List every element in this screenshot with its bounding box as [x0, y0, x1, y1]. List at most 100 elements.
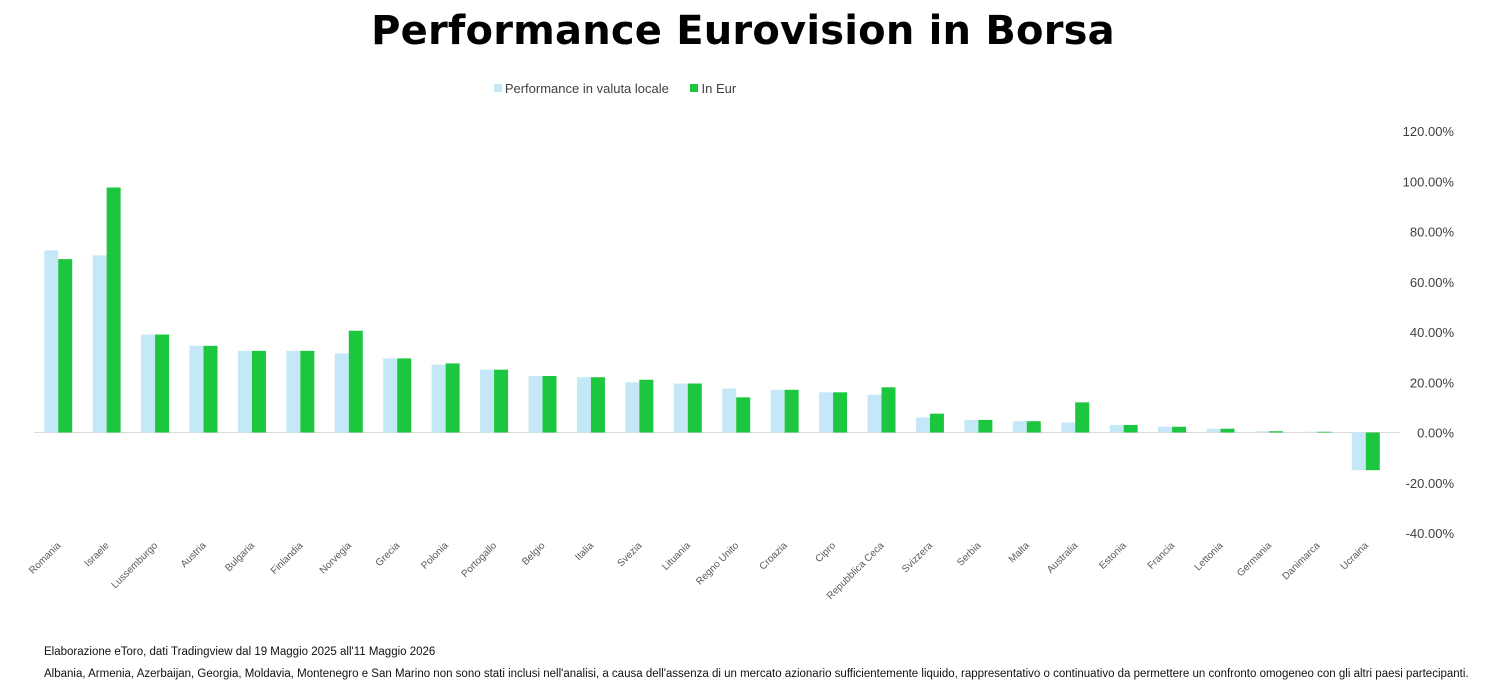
bar-eur: [1123, 424, 1138, 433]
legend-label-local: Performance in valuta locale: [504, 80, 669, 96]
bar-eur: [203, 345, 218, 433]
bar-local-currency: [431, 364, 446, 433]
legend-item-local: Performance in valuta locale: [493, 80, 669, 96]
bar-local-currency: [1254, 431, 1269, 433]
category-label: Portogallo: [460, 540, 500, 580]
category-label: Bulgaria: [223, 540, 257, 574]
bar-local-currency: [819, 392, 834, 433]
bar-local-currency: [1206, 428, 1221, 433]
y-tick-label: 120.00%: [1403, 124, 1455, 139]
bar-local-currency: [722, 388, 737, 433]
category-label: Ucraina: [1339, 540, 1371, 572]
y-tick-label: 20.00%: [1410, 375, 1455, 390]
bar-local-currency: [92, 255, 107, 433]
bar-local-currency: [576, 377, 591, 433]
category-label: Germania: [1235, 540, 1274, 579]
bar-eur: [348, 330, 363, 433]
legend: Performance in valuta locale In Eur: [0, 80, 1230, 96]
bar-local-currency: [1351, 432, 1366, 471]
exclusion-note: Albania, Armenia, Azerbaijan, Georgia, M…: [44, 668, 1469, 680]
bar-eur: [978, 419, 993, 433]
bar-eur: [1075, 402, 1090, 433]
bar-local-currency: [334, 353, 349, 433]
y-tick-label: -40.00%: [1406, 526, 1455, 541]
category-label: Danimarca: [1281, 540, 1323, 582]
bar-eur: [929, 413, 944, 433]
category-label: Norvegia: [318, 540, 354, 576]
bar-local-currency: [1012, 421, 1027, 433]
category-label: Regno Unito: [694, 540, 741, 587]
bar-local-currency: [1109, 424, 1124, 433]
category-label: Lussemburgo: [110, 540, 161, 591]
bar-chart: 120.00% 100.00% 80.00% 60.00% 40.00% 20.00% 0.…: [27, 124, 1455, 602]
y-tick-label: -20.00%: [1406, 476, 1455, 491]
bar-eur: [1172, 426, 1187, 433]
category-label: Grecia: [374, 540, 403, 569]
bar-eur: [881, 387, 896, 433]
bar-eur: [1365, 432, 1380, 471]
bar-local-currency: [383, 358, 398, 433]
bar-local-currency: [770, 389, 785, 433]
bar-eur: [590, 377, 605, 433]
bar-local-currency: [673, 383, 688, 433]
category-label: Estonia: [1097, 540, 1129, 572]
category-label: Polonia: [419, 540, 451, 572]
bar-local-currency: [1158, 426, 1173, 433]
category-label: Lituania: [660, 540, 693, 573]
legend-item-eur: In Eur: [690, 81, 736, 96]
category-label: Finlandia: [269, 540, 306, 577]
bar-local-currency: [286, 350, 301, 433]
category-label: Romania: [27, 540, 63, 576]
bar-eur: [1220, 428, 1235, 433]
bar-eur: [542, 375, 557, 433]
category-label: Croazia: [758, 540, 790, 572]
category-label: Austria: [179, 540, 209, 570]
legend-swatch-eur: [690, 84, 699, 92]
bar-local-currency: [867, 394, 882, 433]
y-tick-label: 0.00%: [1417, 426, 1454, 441]
category-label: Italia: [573, 540, 596, 563]
bar-eur: [833, 392, 848, 433]
category-label: Belgio: [520, 540, 548, 568]
bar-eur: [397, 358, 412, 433]
bar-local-currency: [44, 250, 59, 433]
category-label: Malta: [1007, 540, 1032, 565]
bar-local-currency: [480, 369, 495, 433]
bar-eur: [1026, 421, 1041, 433]
y-tick-label: 100.00%: [1403, 174, 1455, 189]
category-label: Svizzera: [900, 540, 935, 575]
bar-eur: [1317, 431, 1332, 433]
bar-eur: [784, 389, 799, 433]
bar-local-currency: [528, 375, 543, 433]
category-label: Svezia: [615, 540, 644, 569]
bar-eur: [1268, 431, 1283, 433]
legend-label-eur: In Eur: [701, 80, 737, 96]
bar-eur: [639, 379, 654, 433]
bar-eur: [155, 334, 170, 433]
bar-eur: [300, 350, 315, 433]
category-label: Cipro: [814, 540, 839, 565]
bar-local-currency: [141, 334, 156, 433]
bar-local-currency: [189, 345, 204, 433]
bar-eur: [687, 383, 702, 433]
category-label: Serbia: [955, 540, 984, 569]
bar-eur: [445, 363, 460, 433]
category-label: Lettonia: [1193, 540, 1226, 573]
bar-local-currency: [1061, 422, 1076, 433]
chart-title: Performance Eurovision in Borsa: [371, 8, 1115, 54]
category-label: Australia: [1045, 540, 1081, 576]
source-note: Elaborazione eToro, dati Tradingview dal…: [44, 646, 436, 658]
bar-local-currency: [915, 417, 930, 433]
bar-eur: [58, 259, 73, 433]
bar-local-currency: [625, 382, 640, 433]
category-label: Israele: [83, 540, 112, 569]
legend-swatch-local: [493, 84, 502, 92]
bar-eur: [736, 397, 751, 433]
bar-local-currency: [237, 350, 252, 433]
y-tick-label: 80.00%: [1410, 225, 1455, 240]
bar-eur: [106, 187, 121, 433]
bar-eur: [251, 350, 266, 433]
category-label: Francia: [1146, 540, 1178, 572]
y-tick-label: 40.00%: [1410, 325, 1455, 340]
bar-local-currency: [964, 419, 979, 433]
